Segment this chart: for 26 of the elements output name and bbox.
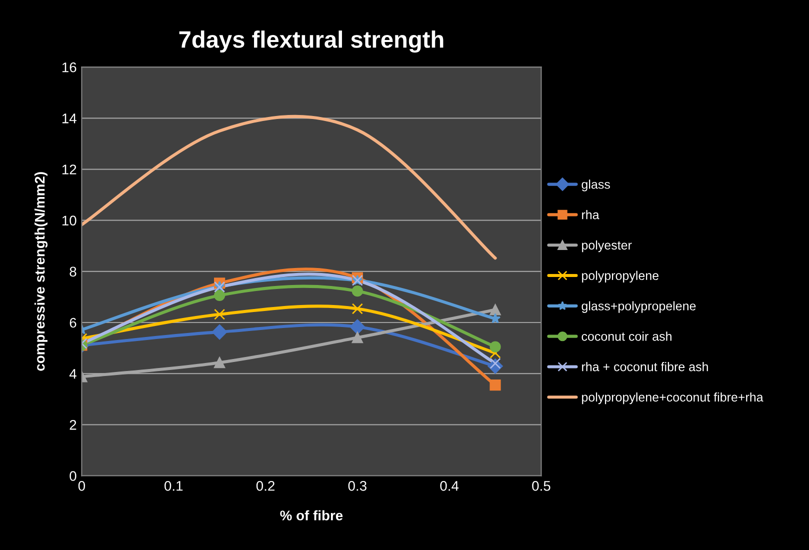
y-tick-label: 16 — [62, 62, 76, 72]
chart-title: 7days flextural strength — [179, 30, 444, 53]
y-tick-label: 0 — [70, 471, 76, 481]
legend-label: glass — [582, 180, 610, 192]
legend-label: coconut coir ash — [582, 332, 672, 341]
x-tick-label: 0.3 — [348, 480, 366, 491]
y-tick-label: 10 — [62, 216, 76, 226]
x-tick-label: 0.1 — [164, 480, 183, 491]
y-tick-label: 2 — [70, 420, 76, 430]
legend-label: polypropylene+coconut fibre+rha — [582, 392, 764, 404]
y-tick-label: 8 — [70, 266, 76, 277]
y-tick-label: 4 — [69, 369, 76, 379]
y-tick-label: 14 — [62, 114, 76, 124]
legend-label: rha + coconut fibre ash — [582, 362, 708, 372]
x-axis-title: % of fibre — [280, 510, 343, 520]
legend-label: polypropylene — [582, 270, 658, 282]
x-tick-label: 0.5 — [532, 480, 550, 491]
y-axis-title: compressive strength(N/mm2) — [34, 172, 48, 371]
y-tick-label: 6 — [70, 318, 76, 328]
y-tick-label: 12 — [62, 164, 76, 174]
x-tick-label: 0.2 — [256, 480, 274, 491]
legend-label: rha — [582, 210, 600, 220]
x-tick-label: 0 — [78, 480, 86, 491]
legend-label: polyester — [582, 240, 632, 252]
x-tick-label: 0.4 — [440, 480, 459, 491]
legend-label: glass+polypropelene — [582, 301, 696, 313]
